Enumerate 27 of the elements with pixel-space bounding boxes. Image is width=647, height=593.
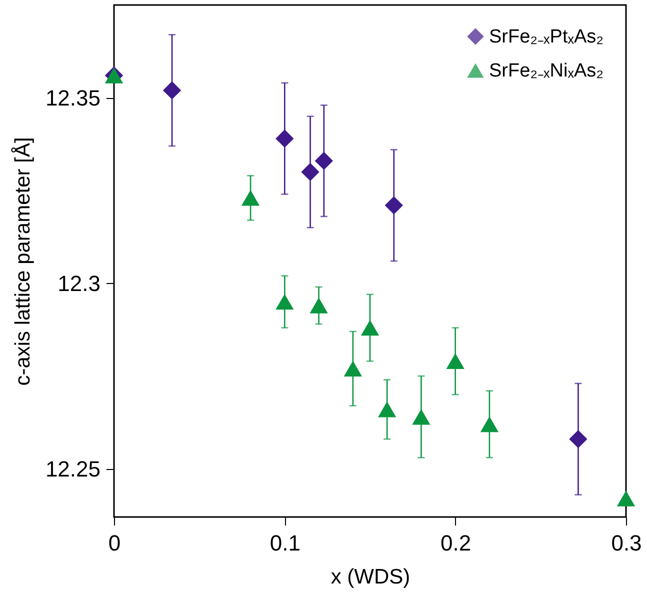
x-tick-label: 0.3 — [611, 530, 642, 556]
point — [276, 294, 294, 310]
x-tick-label: 0 — [108, 530, 121, 556]
y-tick-label: 12.3 — [58, 270, 100, 296]
x-tick-label: 0.2 — [440, 530, 472, 556]
point — [310, 298, 328, 314]
point — [412, 408, 430, 425]
point — [446, 353, 464, 370]
x-axis-title: x (WDS) — [330, 566, 410, 588]
legend-label: SrFe₂₋ₓPtₓAs₂ — [489, 26, 604, 48]
point — [162, 81, 182, 100]
point — [569, 430, 588, 448]
point — [301, 162, 320, 182]
point — [276, 129, 294, 148]
point — [378, 402, 396, 418]
point — [241, 190, 260, 206]
point — [314, 152, 334, 170]
point — [616, 490, 636, 506]
legend-label: SrFe₂₋ₓNiₓAs₂ — [489, 60, 604, 82]
y-axis-title: c-axis lattice parameter [Å] — [10, 137, 34, 386]
point — [384, 196, 403, 214]
y-tick-label: 12.35 — [45, 85, 100, 110]
y-tick-label: 12.25 — [45, 456, 100, 482]
point — [344, 360, 362, 376]
point — [360, 320, 380, 336]
x-tick-label: 0.1 — [270, 530, 300, 556]
point — [480, 416, 499, 432]
